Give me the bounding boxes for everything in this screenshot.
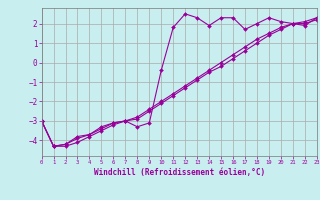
X-axis label: Windchill (Refroidissement éolien,°C): Windchill (Refroidissement éolien,°C) <box>94 168 265 177</box>
